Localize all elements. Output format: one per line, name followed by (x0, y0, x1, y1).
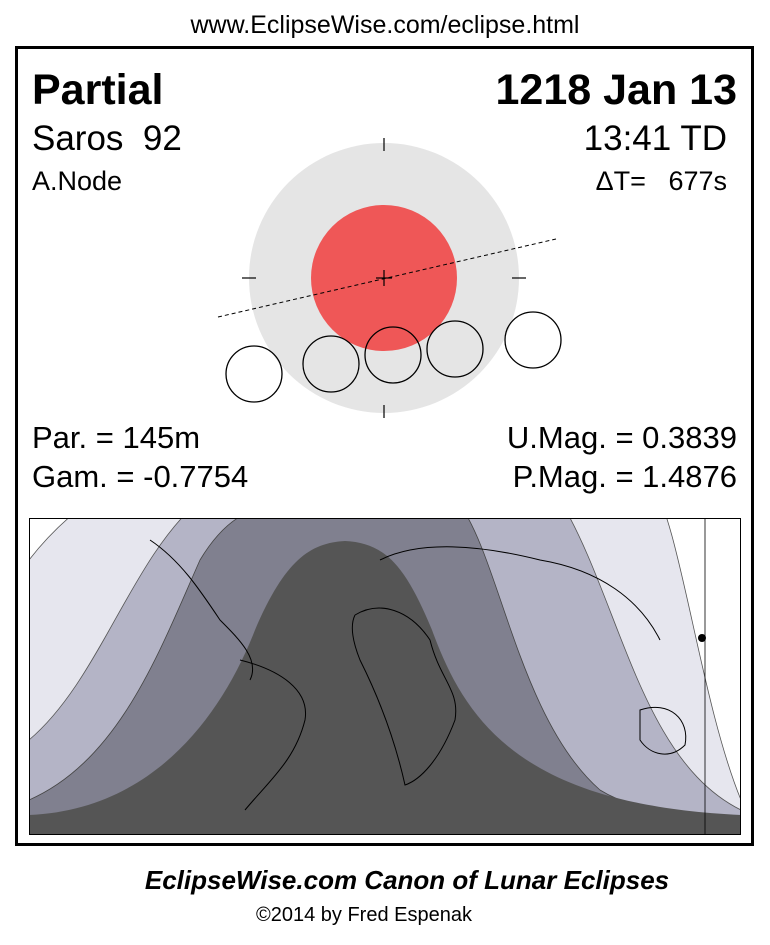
frame (15, 46, 754, 846)
eclipse-diagram (217, 138, 562, 418)
umbral-magnitude: U.Mag. = 0.3839 (507, 420, 737, 455)
eclipse-type: Partial (32, 66, 163, 114)
node: A.Node (32, 166, 122, 196)
gamma: Gam. = -0.7754 (32, 459, 248, 494)
date: 1218 Jan 13 (496, 66, 737, 114)
ticks (242, 138, 526, 418)
delta-t: ΔT= 677s (596, 166, 727, 196)
url: www.EclipseWise.com/eclipse.html (190, 11, 580, 39)
saros: Saros 92 (32, 119, 182, 158)
map-border (29, 518, 741, 835)
moons (225, 311, 562, 403)
copyright: ©2014 by Fred Espenak (256, 904, 473, 926)
moon-path (217, 238, 557, 318)
visibility-map (29, 518, 741, 835)
footer-title: EclipseWise.com Canon of Lunar Eclipses (145, 865, 669, 895)
penumbral-duration: Par. = 145m (32, 420, 200, 455)
coastlines (149, 539, 687, 811)
time: 13:41 TD (584, 119, 727, 158)
penumbral-magnitude: P.Mag. = 1.4876 (513, 459, 737, 494)
